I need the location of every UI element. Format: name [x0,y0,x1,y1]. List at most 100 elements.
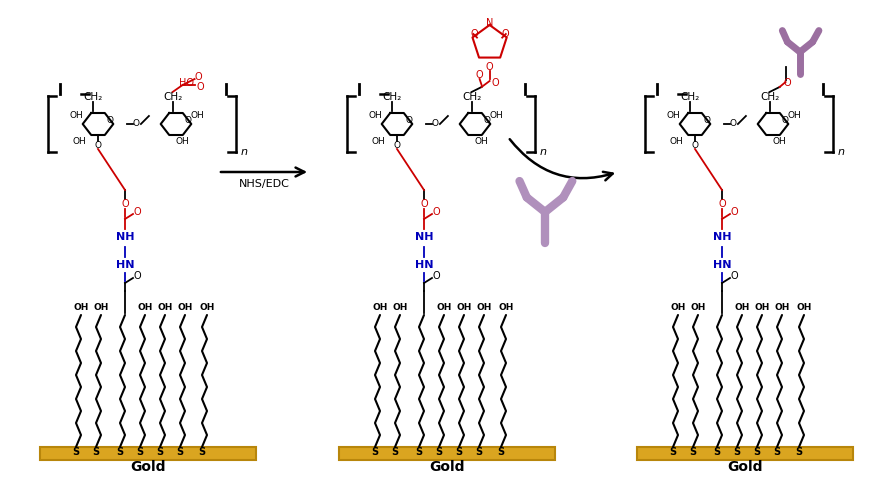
Text: HN: HN [713,260,731,270]
Text: CH₂: CH₂ [760,92,780,102]
Text: O: O [121,199,129,209]
Text: OH: OH [774,304,789,312]
Text: OH: OH [755,304,770,312]
Text: O: O [483,116,490,125]
Text: S: S [116,447,123,457]
Text: O: O [133,207,141,217]
Text: S: S [714,447,721,457]
Text: OH: OH [372,304,388,312]
Text: S: S [733,447,740,457]
Text: N: N [486,18,493,28]
Text: S: S [497,447,505,457]
Text: S: S [754,447,761,457]
Text: NHS/EDC: NHS/EDC [238,179,289,189]
Text: O: O [421,199,428,209]
Text: NH: NH [116,232,134,242]
Text: NH: NH [713,232,731,242]
Text: OH: OH [190,111,204,120]
Text: OH: OH [666,111,680,120]
Text: OH: OH [69,111,83,120]
Text: O: O [501,29,509,39]
Text: n: n [240,147,247,157]
Text: OH: OH [437,304,452,312]
Text: OH: OH [797,304,812,312]
Text: OH: OH [498,304,513,312]
Text: O: O [730,207,738,217]
Text: O: O [492,78,499,88]
Text: HN: HN [116,260,134,270]
Text: n: n [838,147,845,157]
Text: HO: HO [179,78,194,88]
Text: O: O [95,140,102,149]
Text: S: S [371,447,379,457]
Text: Gold: Gold [727,460,763,474]
Text: O: O [704,116,711,125]
Text: CH₂: CH₂ [382,92,402,102]
Text: NH: NH [414,232,433,242]
Text: n: n [539,147,547,157]
Text: S: S [156,447,163,457]
Text: OH: OH [476,304,492,312]
Text: S: S [436,447,443,457]
Text: OH: OH [73,304,88,312]
Text: OH: OH [371,136,385,146]
Text: O: O [195,72,203,82]
Text: HN: HN [414,260,433,270]
Text: OH: OH [690,304,705,312]
Text: OH: OH [93,304,109,312]
Text: S: S [177,447,184,457]
Text: O: O [431,120,438,129]
Text: O: O [476,70,483,80]
Text: O: O [486,62,494,72]
Text: O: O [133,271,141,281]
Text: OH: OH [157,304,172,312]
Text: O: O [781,116,789,125]
Text: OH: OH [734,304,750,312]
Bar [40,447,256,460]
Text: O: O [730,120,737,129]
Text: OH: OH [787,111,801,120]
Text: OH: OH [199,304,214,312]
Text: S: S [391,447,398,457]
Text: S: S [198,447,205,457]
Text: S: S [137,447,144,457]
Text: S: S [72,447,79,457]
Text: O: O [394,140,400,149]
Text: O: O [196,82,204,92]
Text: S: S [670,447,677,457]
Text: CH₂: CH₂ [462,92,481,102]
Text: S: S [689,447,697,457]
Text: O: O [784,78,791,88]
Text: O: O [405,116,413,125]
Text: O: O [471,29,478,39]
Text: Gold: Gold [430,460,464,474]
Text: OH: OH [456,304,472,312]
Text: OH: OH [773,136,787,146]
Bar [637,447,853,460]
Bar [339,447,555,460]
Text: OH: OH [368,111,382,120]
Text: CH₂: CH₂ [83,92,103,102]
Text: O: O [132,120,139,129]
Text: OH: OH [489,111,503,120]
Text: OH: OH [671,304,686,312]
Text: O: O [184,116,191,125]
Text: S: S [455,447,463,457]
FancyArrowPatch shape [510,139,613,180]
Text: S: S [415,447,422,457]
Text: O: O [730,271,738,281]
Text: Gold: Gold [130,460,166,474]
Text: S: S [475,447,482,457]
Text: CH₂: CH₂ [680,92,699,102]
Text: OH: OH [475,136,488,146]
Text: O: O [432,207,440,217]
Text: S: S [773,447,780,457]
Text: S: S [796,447,803,457]
Text: O: O [106,116,113,125]
Text: OH: OH [72,136,87,146]
Text: S: S [93,447,99,457]
Text: OH: OH [392,304,408,312]
Text: OH: OH [138,304,153,312]
Text: O: O [691,140,698,149]
Text: O: O [432,271,440,281]
